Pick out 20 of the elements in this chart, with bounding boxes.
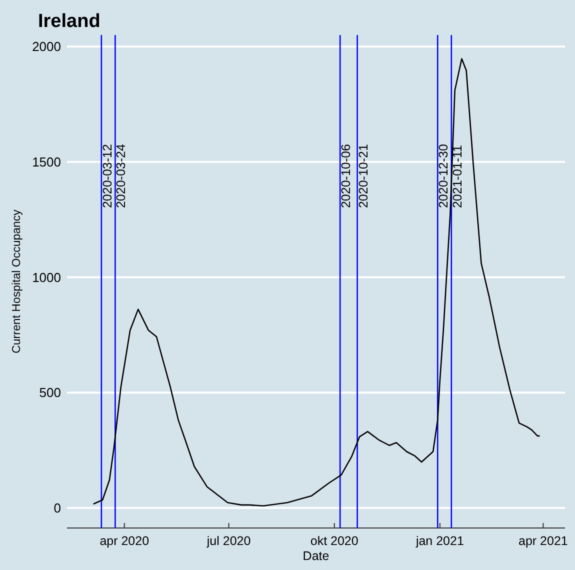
y-tick-label: 1000 — [32, 270, 61, 285]
ref-line-label: 2021-01-11 — [450, 144, 464, 208]
x-tick-label: apr 2020 — [100, 534, 150, 548]
x-tick-label: jan 2021 — [414, 534, 464, 548]
y-axis-title: Current Hospital Occupancy — [11, 209, 23, 354]
ref-line-label: 2020-10-21 — [356, 144, 370, 208]
y-tick-label: 0 — [54, 500, 61, 516]
ref-line-label: 2020-10-06 — [339, 144, 354, 208]
x-tick-label: jul 2020 — [206, 534, 251, 548]
x-tick-label: apr 2021 — [518, 534, 568, 548]
line-series — [92, 58, 540, 507]
y-tick-label: 500 — [39, 385, 61, 400]
ref-line-label: 2020-03-12 — [100, 144, 114, 208]
ref-line-label: 2020-12-30 — [436, 144, 451, 208]
y-tick-label: 1500 — [32, 154, 61, 170]
chart-title: Ireland — [38, 11, 100, 32]
x-tick-label: okt 2020 — [310, 534, 358, 548]
x-axis-title: Date — [302, 549, 330, 563]
ref-line-label: 2020-03-24 — [114, 144, 128, 208]
y-tick-label: 2000 — [32, 39, 61, 54]
